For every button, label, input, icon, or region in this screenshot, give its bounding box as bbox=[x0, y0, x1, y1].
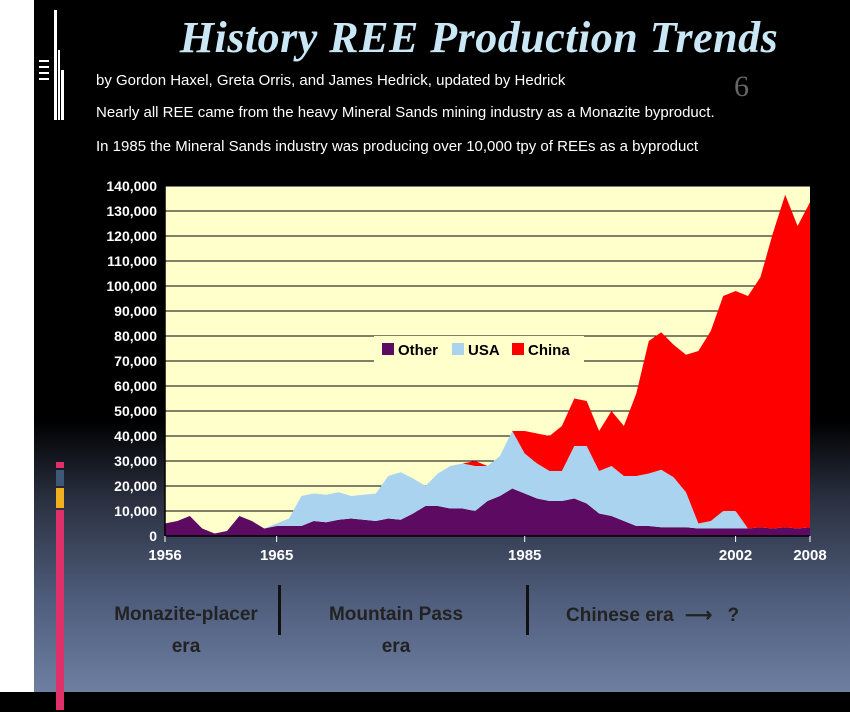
slide-title: History REE Production Trends bbox=[179, 13, 779, 62]
legend-label: China bbox=[528, 342, 570, 359]
y-tick-label: 0 bbox=[149, 528, 157, 544]
y-tick-label: 40,000 bbox=[114, 428, 157, 444]
y-tick-label: 50,000 bbox=[114, 403, 157, 419]
tab-marker bbox=[56, 470, 64, 486]
era-label-text: era bbox=[381, 636, 411, 657]
y-tick-label: 60,000 bbox=[114, 378, 157, 394]
y-tick-label: 80,000 bbox=[114, 328, 157, 344]
era-label-text: Monazite-placer bbox=[114, 604, 258, 625]
era-label-text: Chinese era bbox=[566, 605, 674, 626]
y-tick-label: 10,000 bbox=[114, 503, 157, 519]
era-label-chinese: Chinese era ⟶ ? bbox=[566, 604, 739, 627]
legend-swatch bbox=[512, 343, 524, 355]
x-tick-label: 1985 bbox=[508, 547, 541, 564]
era-label-text: Mountain Pass bbox=[328, 604, 464, 625]
ghost-character: 6 bbox=[734, 70, 749, 103]
left-margin bbox=[0, 0, 34, 692]
slide-decoration bbox=[39, 10, 64, 120]
tab-marker bbox=[56, 462, 64, 468]
note-line-1: Nearly all REE came from the heavy Miner… bbox=[96, 104, 715, 121]
x-tick-label: 1965 bbox=[260, 547, 293, 564]
legend-box bbox=[374, 336, 584, 362]
era-label-mountain-pass: Mountain Pass era bbox=[316, 604, 476, 658]
legend-label: USA bbox=[468, 342, 500, 359]
series-area-china bbox=[165, 194, 810, 534]
legend-swatch bbox=[382, 343, 394, 355]
y-tick-label: 100,000 bbox=[106, 278, 157, 294]
slide-tabs bbox=[56, 462, 64, 712]
legend-label: Other bbox=[398, 342, 438, 359]
tab-marker bbox=[56, 510, 64, 710]
y-tick-label: 30,000 bbox=[114, 453, 157, 469]
production-chart: 0 10,000 20,000 30,000 40,000 50,000 60,000 70,… bbox=[106, 178, 826, 564]
y-tick-label: 20,000 bbox=[114, 478, 157, 494]
x-tick-label: 2002 bbox=[719, 547, 752, 564]
y-tick-label: 110,000 bbox=[107, 253, 157, 269]
y-tick-label: 140,000 bbox=[106, 178, 157, 194]
y-tick-label: 120,000 bbox=[106, 228, 157, 244]
x-tick-label: 1956 bbox=[148, 547, 181, 564]
era-label-text: era bbox=[171, 636, 201, 657]
era-label-monazite: Monazite-placer era bbox=[96, 604, 276, 658]
series-area-other bbox=[165, 488, 810, 536]
legend-swatch bbox=[452, 343, 464, 355]
question-mark: ? bbox=[727, 605, 740, 626]
y-tick-label: 70,000 bbox=[114, 353, 157, 369]
y-tick-label: 130,000 bbox=[106, 203, 157, 219]
arrow-right-icon: ⟶ bbox=[685, 605, 713, 626]
x-tick-label: 2008 bbox=[793, 547, 826, 564]
era-separator bbox=[526, 585, 529, 635]
slide: History REE Production Trends 6 by Gordo… bbox=[34, 0, 850, 710]
series-area-usa bbox=[165, 431, 810, 534]
tab-marker bbox=[56, 488, 64, 508]
byline: by Gordon Haxel, Greta Orris, and James … bbox=[96, 72, 566, 89]
y-tick-label: 90,000 bbox=[114, 303, 157, 319]
note-line-2: In 1985 the Mineral Sands industry was p… bbox=[96, 138, 699, 155]
era-separator bbox=[278, 585, 281, 635]
